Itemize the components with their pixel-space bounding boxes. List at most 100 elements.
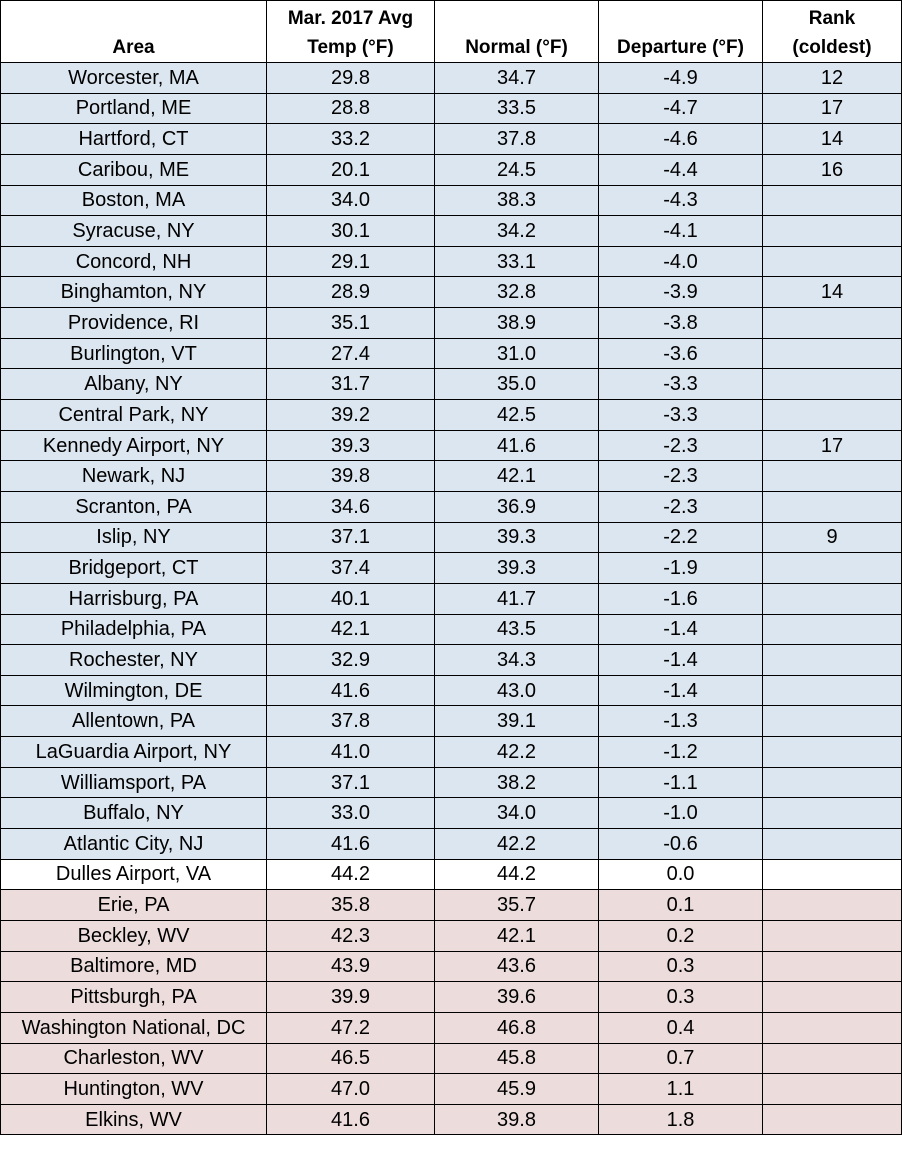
cell-normal: 43.6 [434,950,599,983]
cell-rank [762,337,902,370]
cell-normal: 33.1 [434,245,599,278]
cell-avg-temp: 29.1 [266,245,435,278]
cell-departure: -1.4 [598,644,763,676]
cell-rank: 9 [762,521,902,554]
table-row: Williamsport, PA 37.1 38.2 -1.1 [0,766,902,799]
table-row: Caribou, ME 20.1 24.5 -4.4 16 [0,153,902,186]
cell-normal: 41.7 [434,582,599,615]
table-row: Concord, NH 29.1 33.1 -4.0 [0,245,902,278]
cell-avg-temp: 41.6 [266,828,435,860]
cell-rank [762,889,902,921]
cell-rank [762,766,902,799]
table-body: Worcester, MA 29.8 34.7 -4.9 12 Portland, ME 2… [0,62,902,1136]
cell-avg-temp: 35.8 [266,889,435,921]
cell-departure: 0.2 [598,919,763,952]
table-row: Providence, RI 35.1 38.9 -3.8 [0,307,902,339]
cell-normal: 39.8 [434,1103,599,1136]
cell-rank [762,399,902,431]
cell-normal: 35.0 [434,368,599,401]
cell-departure: -1.1 [598,766,763,799]
cell-rank [762,184,902,217]
table-row: Allentown, PA 37.8 39.1 -1.3 [0,705,902,738]
cell-area: Hartford, CT [0,123,267,155]
cell-departure: -2.2 [598,521,763,554]
cell-departure: 1.1 [598,1073,763,1105]
table-row: Beckley, WV 42.3 42.1 0.2 [0,919,902,952]
cell-area: Portland, ME [0,92,267,125]
header-rank-line1: Rank [808,8,856,29]
cell-normal: 34.3 [434,644,599,676]
table-row: Newark, NJ 39.8 42.1 -2.3 [0,460,902,492]
table-row: Pittsburgh, PA 39.9 39.6 0.3 [0,981,902,1013]
cell-avg-temp: 39.3 [266,429,435,462]
table-row: Central Park, NY 39.2 42.5 -3.3 [0,399,902,431]
cell-rank [762,736,902,768]
cell-departure: 0.1 [598,889,763,921]
table-row: Portland, ME 28.8 33.5 -4.7 17 [0,92,902,125]
header-rank: Rank (coldest) [762,0,902,63]
cell-avg-temp: 32.9 [266,644,435,676]
cell-avg-temp: 33.2 [266,123,435,155]
cell-normal: 39.3 [434,521,599,554]
cell-rank [762,858,902,891]
cell-rank [762,1011,902,1044]
cell-normal: 35.7 [434,889,599,921]
cell-avg-temp: 44.2 [266,858,435,891]
cell-area: Albany, NY [0,368,267,401]
cell-rank [762,613,902,646]
header-avg-temp-line1: Mar. 2017 Avg [287,8,414,29]
cell-normal: 45.9 [434,1073,599,1105]
cell-departure: -1.2 [598,736,763,768]
cell-rank [762,919,902,952]
cell-area: Newark, NJ [0,460,267,492]
table-row: Worcester, MA 29.8 34.7 -4.9 12 [0,62,902,94]
cell-avg-temp: 28.8 [266,92,435,125]
cell-rank [762,981,902,1013]
cell-avg-temp: 40.1 [266,582,435,615]
cell-normal: 33.5 [434,92,599,125]
table-row: Dulles Airport, VA 44.2 44.2 0.0 [0,858,902,891]
cell-avg-temp: 39.8 [266,460,435,492]
cell-normal: 41.6 [434,429,599,462]
cell-rank: 17 [762,429,902,462]
cell-normal: 34.0 [434,797,599,830]
cell-departure: -2.3 [598,460,763,492]
cell-rank [762,368,902,401]
table-row: Syracuse, NY 30.1 34.2 -4.1 [0,215,902,247]
cell-departure: -1.0 [598,797,763,830]
cell-area: Binghamton, NY [0,276,267,309]
cell-rank [762,245,902,278]
cell-rank: 16 [762,153,902,186]
cell-normal: 46.8 [434,1011,599,1044]
cell-area: Atlantic City, NJ [0,828,267,860]
cell-normal: 34.7 [434,62,599,94]
cell-avg-temp: 28.9 [266,276,435,309]
cell-area: Bridgeport, CT [0,552,267,584]
cell-area: Concord, NH [0,245,267,278]
cell-departure: -0.6 [598,828,763,860]
cell-avg-temp: 39.9 [266,981,435,1013]
cell-normal: 42.1 [434,919,599,952]
cell-departure: -3.3 [598,368,763,401]
cell-departure: -1.4 [598,613,763,646]
cell-avg-temp: 37.4 [266,552,435,584]
table-row: Wilmington, DE 41.6 43.0 -1.4 [0,674,902,707]
cell-normal: 36.9 [434,490,599,523]
cell-departure: -3.6 [598,337,763,370]
cell-departure: -1.3 [598,705,763,738]
cell-normal: 37.8 [434,123,599,155]
cell-area: Allentown, PA [0,705,267,738]
table-row: LaGuardia Airport, NY 41.0 42.2 -1.2 [0,736,902,768]
cell-avg-temp: 47.2 [266,1011,435,1044]
cell-area: LaGuardia Airport, NY [0,736,267,768]
cell-departure: -4.4 [598,153,763,186]
cell-area: Elkins, WV [0,1103,267,1136]
header-avg-temp-line2: Temp (°F) [307,37,394,58]
table-row: Atlantic City, NJ 41.6 42.2 -0.6 [0,828,902,860]
cell-normal: 43.5 [434,613,599,646]
table-row: Burlington, VT 27.4 31.0 -3.6 [0,337,902,370]
cell-normal: 39.3 [434,552,599,584]
cell-rank [762,460,902,492]
cell-avg-temp: 42.3 [266,919,435,952]
